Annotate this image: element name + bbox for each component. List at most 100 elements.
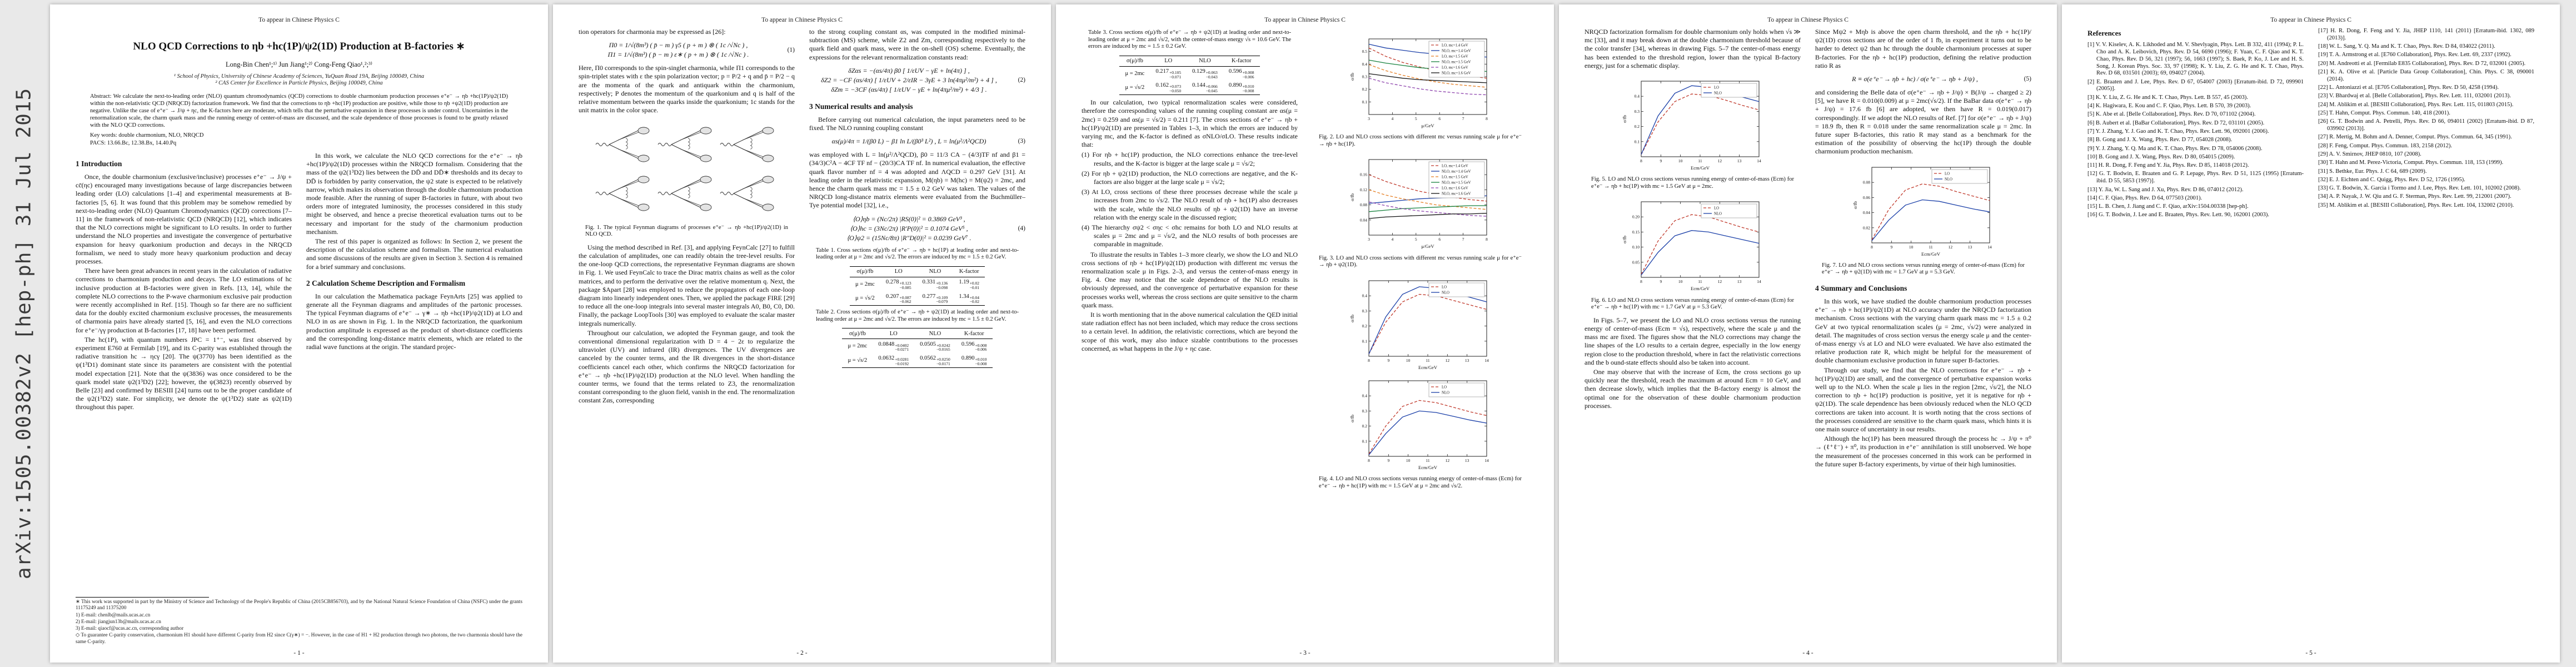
svg-text:Ecm/GeV: Ecm/GeV xyxy=(1418,365,1438,370)
lower-error: −0.0192 xyxy=(895,361,909,366)
lower-error: −0.008 xyxy=(975,361,987,366)
table-cell: μ = 2mc xyxy=(848,343,868,350)
upper-error: +0.0242 xyxy=(936,342,950,348)
svg-text:13: 13 xyxy=(1737,279,1741,284)
svg-text:NLO: NLO xyxy=(1442,291,1449,295)
svg-text:LO, mc=1.5 GeV: LO, mc=1.5 GeV xyxy=(1442,176,1468,180)
svg-text:9: 9 xyxy=(1660,279,1662,284)
equation-number: (1) xyxy=(787,46,795,53)
svg-text:14: 14 xyxy=(1757,279,1761,284)
footnote: 2) E-mail: jiangjun13b@mails.ucas.ac.cn xyxy=(76,619,161,625)
table-cell: μ = √s/2 xyxy=(848,357,868,364)
equation: ⟨O⟩ηb = (Nc/2π) |RS(0)|² = 0.3869 GeV³ ,… xyxy=(809,215,1025,243)
column-header: NLO xyxy=(1199,58,1211,64)
lower-error: −0.043 xyxy=(1205,74,1218,79)
equation-number: (5) xyxy=(2024,75,2031,82)
svg-text:12: 12 xyxy=(1445,358,1449,363)
svg-text:μ/GeV: μ/GeV xyxy=(1421,123,1434,128)
table-cell: μ = √s/2 xyxy=(855,295,875,302)
table-cell: 0.331 +0.136 −0.098 xyxy=(922,279,948,290)
figure-4-plot-1: 8 9 10 11 12 13 14 0.1 0.2 0.3 0.4 Ecm/GeV σ/fb LO NLO xyxy=(1349,280,1489,370)
svg-text:0.04: 0.04 xyxy=(1359,218,1367,223)
svg-text:0.4: 0.4 xyxy=(1362,293,1367,298)
equation-body: R ≡ σ(e⁺e⁻ → ηb + hc) / σ(e⁺e⁻ → ηb + J/… xyxy=(1815,74,2015,84)
svg-text:11: 11 xyxy=(1698,158,1702,163)
paragraph: Before carrying out numerical calculatio… xyxy=(809,115,1025,132)
svg-text:5: 5 xyxy=(1414,237,1417,242)
equation-line: Π0 = 1/√(8m³) ( p̄ − m ) γ5 ( p + m ) ⊗ … xyxy=(609,41,748,49)
svg-text:9: 9 xyxy=(1387,358,1389,363)
error-band: +0.008 −0.006 xyxy=(975,344,986,352)
page-number: - 3 - xyxy=(1299,650,1311,656)
svg-text:0.2: 0.2 xyxy=(1362,87,1367,92)
svg-text:0.1: 0.1 xyxy=(1362,99,1367,104)
column-header: σ(μ)/fb xyxy=(856,268,874,275)
error-band: +0.136 −0.098 xyxy=(936,281,948,290)
svg-text:Ecm/GeV: Ecm/GeV xyxy=(1691,165,1710,171)
reference-item: [11] H. R. Dong, F. Feng and Y. Jia, Phy… xyxy=(2087,162,2249,169)
error-band: +0.105 −0.071 xyxy=(1169,71,1181,79)
column-2: In this work, we calculate the NLO QCD c… xyxy=(306,152,522,594)
lower-error: −0.006 xyxy=(975,347,987,352)
page-header: To appear in Chinese Physics C xyxy=(258,17,340,23)
svg-text:NLO, mc=1.6 GeV: NLO, mc=1.6 GeV xyxy=(1442,192,1471,196)
svg-text:LO: LO xyxy=(1714,207,1719,211)
svg-text:0.3: 0.3 xyxy=(1362,409,1367,414)
paragraph: Since Mψ2 + Mηb is above the open charm … xyxy=(1815,28,2031,69)
page-5: To appear in Chinese Physics C References… xyxy=(2062,4,2560,663)
upper-error: +0.073 xyxy=(1169,84,1182,89)
svg-text:10: 10 xyxy=(1406,358,1410,363)
paragraph: In Figs. 5–7, we present the LO and NLO … xyxy=(1585,316,1801,366)
upper-error: +0.109 xyxy=(936,295,948,300)
svg-text:10: 10 xyxy=(1406,458,1410,463)
svg-text:NLO: NLO xyxy=(1945,177,1952,181)
arxiv-id-text: arXiv:1505.00382v2 [hep-ph] 31 Jul 2015 xyxy=(12,87,36,580)
svg-text:13: 13 xyxy=(1737,158,1741,163)
svg-text:13: 13 xyxy=(1967,245,1972,250)
paragraph: It is worth mentioning that in the above… xyxy=(1082,311,1298,352)
svg-text:NLO, mc=1.4 GeV: NLO, mc=1.4 GeV xyxy=(1442,170,1471,174)
svg-text:LO: LO xyxy=(1945,172,1950,176)
svg-text:12: 12 xyxy=(1717,158,1722,163)
svg-text:σ/fb: σ/fb xyxy=(1349,315,1355,322)
section-heading: 2 Calculation Scheme Description and For… xyxy=(306,278,466,287)
svg-text:0.3: 0.3 xyxy=(1362,74,1367,79)
upper-error: +0.063 xyxy=(1205,70,1218,76)
reference-item: [6] B. Aubert et al. [BaBar Collaboratio… xyxy=(2087,120,2265,126)
paragraph: In our calculation the Mathematica packa… xyxy=(306,292,522,351)
svg-text:σ/fb: σ/fb xyxy=(1349,193,1355,201)
reference-item: [30] T. Hahn and M. Perez-Victoria, Comp… xyxy=(2318,160,2504,166)
upper-error: +0.0250 xyxy=(936,357,950,362)
column-header: K-factor xyxy=(964,330,984,337)
paragraph: The hc(1P), with quantum numbers JPC = 1… xyxy=(76,335,292,411)
table-head: σ(μ)/fb LO NLO K-factor xyxy=(1119,56,1260,67)
lower-error: −0.006 xyxy=(1242,74,1254,79)
lower-error: −0.079 xyxy=(936,299,948,305)
column-1: tion operators for charmonia may be expr… xyxy=(579,28,795,646)
section-heading: 1 Introduction xyxy=(76,160,122,168)
equation-number: (4) xyxy=(1018,225,1025,232)
svg-text:4: 4 xyxy=(1391,116,1393,121)
table-head: σ(μ)/fb LO NLO K-factor xyxy=(849,266,985,277)
paragraph: There have been great advances in recent… xyxy=(76,267,292,334)
svg-text:0.1: 0.1 xyxy=(1362,439,1367,444)
table-body: μ = 2mc 0.217 +0.105 −0.071 0.129 +0.063 −0.04… xyxy=(1119,66,1260,95)
table-caption: Table 3. Cross sections σ(μ)/fb of e⁺e⁻ … xyxy=(1088,29,1291,50)
paragraph: Once, the double charmonium (exclusive/i… xyxy=(76,173,292,266)
affiliation-2: ² CAS Center for Excellence in Particle … xyxy=(215,80,383,86)
lower-error: −0.098 xyxy=(936,285,948,290)
svg-text:0.15: 0.15 xyxy=(1632,230,1639,235)
svg-text:LO, mc=1.4 GeV: LO, mc=1.4 GeV xyxy=(1442,165,1468,168)
page-number: - 5 - xyxy=(2305,650,2316,656)
svg-text:0.4: 0.4 xyxy=(1362,394,1367,399)
figure-caption: Fig. 6. LO and NLO cross sections versus… xyxy=(1591,297,1794,311)
equation-line: Π1 = 1/√(8m³) ( p̄ − m ) ε∗ ( p + m ) ⊗ … xyxy=(607,51,749,59)
svg-text:12: 12 xyxy=(1717,279,1722,284)
error-band: +0.063 −0.043 xyxy=(1206,71,1218,79)
table-3: σ(μ)/fb LO NLO K-factor μ = 2mc 0.217 +0.105 −0… xyxy=(1119,56,1260,95)
table-cell: 1.19 +0.02 −0.01 xyxy=(959,279,980,290)
reference-item: [7] Y. J. Zhang, Y. J. Gao and K. T. Cha… xyxy=(2087,128,2269,135)
column-header: LO xyxy=(889,330,898,337)
svg-text:13: 13 xyxy=(1464,458,1469,463)
paragraph: In this work, we calculate the NLO QCD c… xyxy=(306,152,522,236)
